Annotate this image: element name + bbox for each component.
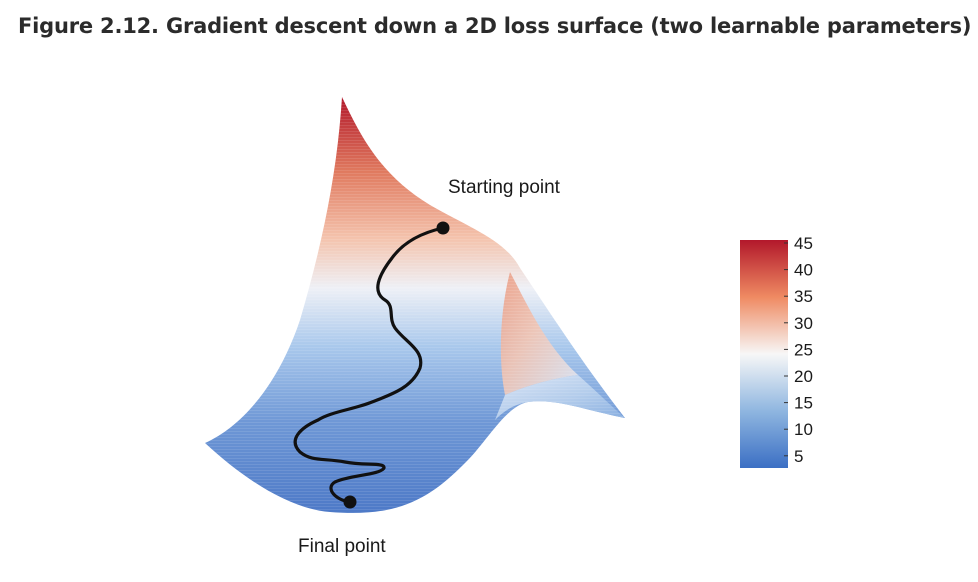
final-point-label: Final point bbox=[298, 536, 386, 557]
loss-surface bbox=[205, 97, 625, 514]
colorbar-tick-label: 30 bbox=[794, 314, 813, 333]
colorbar-tick-label: 10 bbox=[794, 420, 813, 439]
colorbar-tick-label: 25 bbox=[794, 340, 813, 359]
colorbar-tick-label: 40 bbox=[794, 261, 813, 280]
colorbar-tick-label: 35 bbox=[794, 287, 813, 306]
colorbar-tick-label: 45 bbox=[794, 234, 813, 253]
figure-title: Figure 2.12. Gradient descent down a 2D … bbox=[18, 14, 972, 38]
surface-shading-stripes bbox=[205, 97, 625, 514]
starting-point-label: Starting point bbox=[448, 177, 561, 198]
colorbar-ticks: 45 40 35 30 25 20 15 10 5 bbox=[784, 234, 813, 466]
descent-path bbox=[293, 226, 445, 504]
starting-point-marker bbox=[436, 221, 450, 235]
colorbar: 45 40 35 30 25 20 15 10 5 bbox=[740, 234, 813, 468]
colorbar-tick-label: 20 bbox=[794, 367, 813, 386]
colorbar-tick-label: 5 bbox=[794, 447, 803, 466]
final-point-marker bbox=[343, 495, 357, 509]
colorbar-tick-label: 15 bbox=[794, 394, 813, 413]
colorbar-gradient bbox=[740, 240, 788, 468]
